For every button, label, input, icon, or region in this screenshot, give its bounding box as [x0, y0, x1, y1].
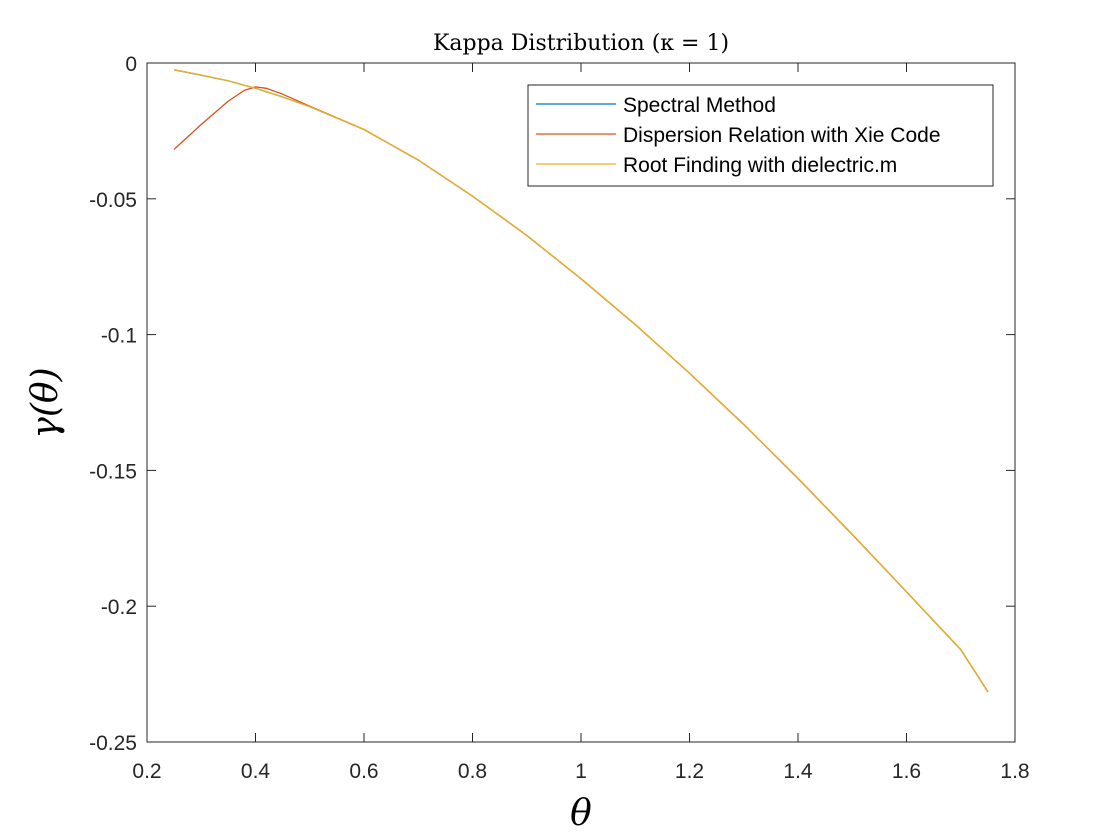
legend-items: Spectral Method Dispersion Relation with … — [536, 94, 941, 177]
legend-label-0: Spectral Method — [623, 94, 776, 117]
series-line-2 — [173, 69, 989, 693]
y-axis-label: γ(θ) — [25, 367, 66, 438]
y-tick-label: -0.1 — [101, 325, 137, 348]
x-tick-label: 1.8 — [1000, 760, 1029, 783]
x-tick-label: 1.6 — [892, 760, 921, 783]
tick-layer: 0.2 0.4 0.6 0.8 1 1.2 1.4 1.6 1.8 0 -0.05 -0.1 -0.15… — [89, 53, 1029, 783]
x-tick-label: 0.6 — [349, 760, 378, 783]
y-tick-label: -0.05 — [89, 189, 137, 212]
x-tick-label: 1.2 — [675, 760, 704, 783]
x-tick-label: 1.4 — [783, 760, 813, 783]
y-tick-label: 0 — [125, 53, 137, 76]
x-axis-label: θ — [570, 793, 592, 834]
y-tick-label: -0.2 — [101, 596, 137, 619]
chart-title: Kappa Distribution (κ = 1) — [433, 31, 729, 56]
y-tick-label: -0.25 — [89, 732, 137, 755]
x-tick-label: 0.4 — [241, 760, 271, 783]
series-layer — [173, 69, 989, 693]
y-tick-label: -0.15 — [89, 460, 137, 483]
x-tick-label: 1 — [575, 760, 587, 783]
legend-label-1: Dispersion Relation with Xie Code — [623, 124, 941, 147]
legend: Spectral Method Dispersion Relation with … — [527, 84, 994, 187]
legend-label-2: Root Finding with dielectric.m — [623, 154, 897, 177]
x-tick-label: 0.2 — [132, 760, 161, 783]
x-tick-label: 0.8 — [458, 760, 487, 783]
legend-box — [527, 84, 994, 187]
